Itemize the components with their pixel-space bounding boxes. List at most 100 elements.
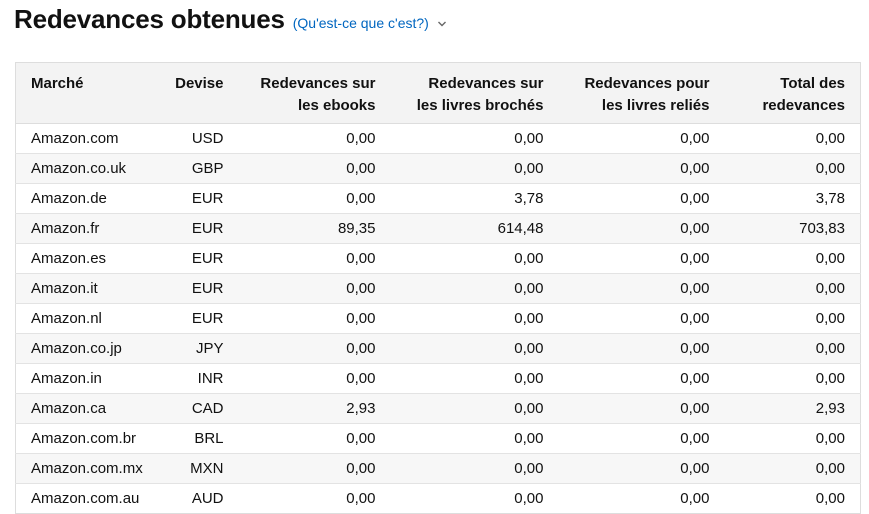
column-header: Redevances pour les livres reliés xyxy=(558,62,725,124)
table-cell: 0,00 xyxy=(390,153,559,184)
table-row: Amazon.co.uk GBP 0,00 0,00 0,00 0,00 xyxy=(15,153,861,184)
table-cell: 0,00 xyxy=(238,153,391,184)
table-row: Amazon.com.br BRL 0,00 0,00 0,00 0,00 xyxy=(15,423,861,454)
table-cell: 0,00 xyxy=(724,423,861,454)
table-row: Amazon.nl EUR 0,00 0,00 0,00 0,00 xyxy=(15,303,861,334)
table-cell: 0,00 xyxy=(558,393,725,424)
table-cell: 0,00 xyxy=(558,453,725,484)
table-cell: CAD xyxy=(150,393,239,424)
table-cell: Amazon.com.mx xyxy=(15,453,151,484)
table-row: Amazon.com.au AUD 0,00 0,00 0,00 0,00 xyxy=(15,483,861,514)
table-cell: 0,00 xyxy=(238,303,391,334)
table-cell: 0,00 xyxy=(238,183,391,214)
column-header: Total des redevances xyxy=(724,62,861,124)
table-cell: Amazon.fr xyxy=(15,213,151,244)
table-cell: 0,00 xyxy=(724,123,861,154)
table-row: Amazon.com USD 0,00 0,00 0,00 0,00 xyxy=(15,123,861,154)
table-cell: EUR xyxy=(150,303,239,334)
table-cell: 0,00 xyxy=(390,123,559,154)
table-cell: Amazon.com.br xyxy=(15,423,151,454)
table-cell: 0,00 xyxy=(238,123,391,154)
table-cell: 0,00 xyxy=(238,453,391,484)
column-header: Devise xyxy=(150,62,239,124)
column-header: Redevances sur les ebooks xyxy=(238,62,391,124)
table-cell: 0,00 xyxy=(724,303,861,334)
table-cell: MXN xyxy=(150,453,239,484)
table-cell: 3,78 xyxy=(724,183,861,214)
table-cell: Amazon.it xyxy=(15,273,151,304)
table-cell: EUR xyxy=(150,273,239,304)
table-cell: Amazon.de xyxy=(15,183,151,214)
table-cell: Amazon.ca xyxy=(15,393,151,424)
table-cell: 3,78 xyxy=(390,183,559,214)
table-row: Amazon.de EUR 0,00 3,78 0,00 3,78 xyxy=(15,183,861,214)
table-cell: 0,00 xyxy=(558,363,725,394)
table-row: Amazon.in INR 0,00 0,00 0,00 0,00 xyxy=(15,363,861,394)
table-cell: EUR xyxy=(150,243,239,274)
table-row: Amazon.fr EUR 89,35 614,48 0,00 703,83 xyxy=(15,213,861,244)
table-body: Amazon.com USD 0,00 0,00 0,00 0,00 Amazon.co.u… xyxy=(15,123,861,514)
table-cell: 0,00 xyxy=(558,483,725,514)
table-cell: 0,00 xyxy=(558,303,725,334)
table-cell: 0,00 xyxy=(724,363,861,394)
table-cell: USD xyxy=(150,123,239,154)
table-cell: 0,00 xyxy=(390,303,559,334)
table-cell: 0,00 xyxy=(724,483,861,514)
table-cell: 0,00 xyxy=(724,153,861,184)
page-title: Redevances obtenues xyxy=(14,4,285,34)
table-cell: 703,83 xyxy=(724,213,861,244)
table-row: Amazon.it EUR 0,00 0,00 0,00 0,00 xyxy=(15,273,861,304)
table-cell: 0,00 xyxy=(558,183,725,214)
table-cell: AUD xyxy=(150,483,239,514)
help-link[interactable]: (Qu'est-ce que c'est?) xyxy=(292,15,429,31)
table-cell: Amazon.com xyxy=(15,123,151,154)
table-cell: 2,93 xyxy=(238,393,391,424)
table-cell: 0,00 xyxy=(558,333,725,364)
table-cell: 0,00 xyxy=(558,243,725,274)
table-cell: BRL xyxy=(150,423,239,454)
table-cell: 0,00 xyxy=(558,123,725,154)
royalties-table: Marché Devise Redevances sur les ebooks Red… xyxy=(15,62,861,514)
chevron-icon[interactable] xyxy=(437,20,447,28)
table-cell: 0,00 xyxy=(390,333,559,364)
table-cell: 0,00 xyxy=(390,273,559,304)
column-header: Redevances sur les livres brochés xyxy=(390,62,559,124)
table-cell: Amazon.nl xyxy=(15,303,151,334)
table-cell: 0,00 xyxy=(238,243,391,274)
table-cell: EUR xyxy=(150,213,239,244)
table-row: Amazon.es EUR 0,00 0,00 0,00 0,00 xyxy=(15,243,861,274)
table-cell: 0,00 xyxy=(390,393,559,424)
header-row: Marché Devise Redevances sur les ebooks Red… xyxy=(15,62,861,124)
table-cell: 614,48 xyxy=(390,213,559,244)
table-cell: 0,00 xyxy=(238,483,391,514)
table-cell: 0,00 xyxy=(238,273,391,304)
table-cell: Amazon.in xyxy=(15,363,151,394)
table-cell: 89,35 xyxy=(238,213,391,244)
table-row: Amazon.ca CAD 2,93 0,00 0,00 2,93 xyxy=(15,393,861,424)
table-cell: 0,00 xyxy=(558,273,725,304)
table-cell: 0,00 xyxy=(238,333,391,364)
table-cell: 0,00 xyxy=(238,363,391,394)
table-row: Amazon.com.mx MXN 0,00 0,00 0,00 0,00 xyxy=(15,453,861,484)
table-cell: 0,00 xyxy=(390,453,559,484)
column-header: Marché xyxy=(15,62,151,124)
table-cell: 0,00 xyxy=(558,423,725,454)
table-cell: Amazon.es xyxy=(15,243,151,274)
table-cell: 2,93 xyxy=(724,393,861,424)
table-cell: 0,00 xyxy=(724,333,861,364)
table-cell: GBP xyxy=(150,153,239,184)
table-header: Marché Devise Redevances sur les ebooks Red… xyxy=(15,62,861,124)
table-cell: 0,00 xyxy=(558,213,725,244)
table-cell: JPY xyxy=(150,333,239,364)
table-cell: 0,00 xyxy=(724,243,861,274)
table-cell: Amazon.com.au xyxy=(15,483,151,514)
table-cell: INR xyxy=(150,363,239,394)
table-cell: 0,00 xyxy=(390,243,559,274)
table-row: Amazon.co.jp JPY 0,00 0,00 0,00 0,00 xyxy=(15,333,861,364)
table-cell: 0,00 xyxy=(724,273,861,304)
table-cell: Amazon.co.jp xyxy=(15,333,151,364)
table-cell: 0,00 xyxy=(238,423,391,454)
table-cell: 0,00 xyxy=(390,483,559,514)
table-cell: 0,00 xyxy=(390,423,559,454)
